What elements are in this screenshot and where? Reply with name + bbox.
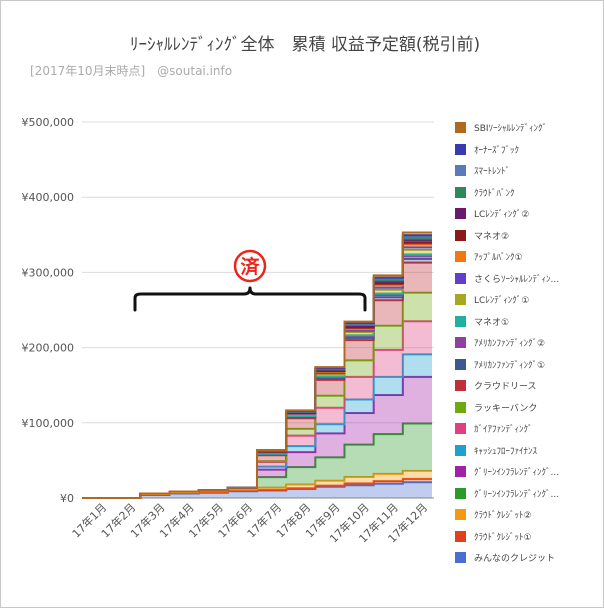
legend-swatch [455,251,466,263]
legend-swatch [455,444,466,456]
legend-item: ｸﾞﾘｰﾝｲﾝﾌﾗﾚﾝﾃﾞｨﾝｸﾞ... [455,461,600,483]
chart-subtitle: [2017年10月末時点] @soutai.info [30,64,233,78]
legend-item: ｱﾒﾘｶﾝﾌｧﾝﾃﾞｨﾝｸﾞ② [455,332,600,354]
y-tick-label: ¥100,000 [22,417,75,430]
legend-item: ｶﾞｲｱﾌｧﾝﾃﾞｨﾝｸﾞ [455,418,600,440]
legend-item: マネオ① [455,311,600,333]
legend-swatch [455,143,466,155]
legend-label: ｸﾞﾘｰﾝｲﾝﾌﾗﾚﾝﾃﾞｨﾝｸﾞ... [474,489,560,500]
legend-swatch [455,208,466,220]
legend-swatch [455,229,466,241]
legend-label: マネオ① [474,317,510,328]
legend-item: ｷｬｯｼｭﾌﾛｰﾌｧｲﾅﾝｽ [455,440,600,462]
legend-item: ｽﾏｰﾄﾚﾝﾄﾞ [455,160,600,182]
legend-swatch [455,165,466,177]
legend-item: ｸﾗｳﾄﾞｸﾚｼﾞｯﾄ① [455,526,600,548]
legend-label: SBIｿｰｼｬﾙﾚﾝﾃﾞｨﾝｸﾞ [474,124,548,135]
legend-label: みんなのクレジット [474,554,556,565]
legend-swatch [455,122,466,134]
legend-item: LCﾚﾝﾃﾞｨﾝｸﾞ② [455,203,600,225]
legend-item: ｱﾒﾘｶﾝﾌｧﾝﾃﾞｨﾝｸﾞ① [455,354,600,376]
bracket-annotation [133,286,367,312]
legend-item: ｸﾗｳﾄﾞﾊﾞﾝｸ [455,182,600,204]
legend-swatch [455,337,466,349]
legend-label: ｱﾒﾘｶﾝﾌｧﾝﾃﾞｨﾝｸﾞ① [474,360,546,371]
legend-item: ｸﾗｳﾄﾞｸﾚｼﾞｯﾄ② [455,504,600,526]
legend-swatch [455,552,466,564]
legend-item: マネオ② [455,225,600,247]
legend-label: マネオ② [474,231,510,242]
stamp-circle [233,249,267,283]
legend-swatch [455,530,466,542]
legend-label: LCﾚﾝﾃﾞｨﾝｸﾞ① [474,296,530,307]
legend-item: さくらｿｰｼｬﾙﾚﾝﾃﾞｨﾝ... [455,268,600,290]
y-tick-label: ¥500,000 [22,116,75,129]
legend-label: ｸﾗｳﾄﾞﾊﾞﾝｸ [474,188,515,199]
legend-swatch [455,487,466,499]
legend-swatch [455,466,466,478]
y-tick-label: ¥0 [60,492,74,505]
series-area-3 [82,423,432,498]
legend-swatch [455,509,466,521]
legend-label: LCﾚﾝﾃﾞｨﾝｸﾞ② [474,210,530,221]
y-tick-label: ¥200,000 [22,342,75,355]
chart-legend: SBIｿｰｼｬﾙﾚﾝﾃﾞｨﾝｸﾞ ｵｰﾅｰｽﾞﾌﾞｯｸ ｽﾏｰﾄﾚﾝﾄﾞ ｸﾗｳﾄﾞﾊ… [455,117,600,569]
legend-swatch [455,272,466,284]
legend-label: ラッキーバンク [474,403,538,414]
legend-label: ｱｯﾌﾟﾙﾊﾞﾝｸ① [474,253,523,264]
legend-item: クラウドリース [455,375,600,397]
series-line-20 [82,231,432,499]
y-tick-label: ¥300,000 [22,266,75,279]
legend-label: ｷｬｯｼｭﾌﾛｰﾌｧｲﾅﾝｽ [474,446,538,457]
y-tick-label: ¥400,000 [22,191,75,204]
legend-item: ｵｰﾅｰｽﾞﾌﾞｯｸ [455,139,600,161]
legend-swatch [455,401,466,413]
legend-item: SBIｿｰｼｬﾙﾚﾝﾃﾞｨﾝｸﾞ [455,117,600,139]
legend-item: LCﾚﾝﾃﾞｨﾝｸﾞ① [455,289,600,311]
legend-label: クラウドリース [474,382,537,393]
legend-label: ｸﾗｳﾄﾞｸﾚｼﾞｯﾄ① [474,532,532,543]
legend-label: ｽﾏｰﾄﾚﾝﾄﾞ [474,167,511,178]
legend-item: ｱｯﾌﾟﾙﾊﾞﾝｸ① [455,246,600,268]
legend-label: ｵｰﾅｰｽﾞﾌﾞｯｸ [474,145,520,156]
chart-title: ﾘｰｼｬﾙﾚﾝﾃﾞｨﾝｸﾞ全体 累積 収益予定額(税引前) [130,35,481,55]
stamp-text: 済 [240,255,260,278]
legend-swatch [455,294,466,306]
legend-swatch [455,380,466,392]
legend-label: ｶﾞｲｱﾌｧﾝﾃﾞｨﾝｸﾞ [474,425,533,436]
legend-label: さくらｿｰｼｬﾙﾚﾝﾃﾞｨﾝ... [474,274,560,285]
legend-label: ｸﾞﾘｰﾝｲﾝﾌﾗﾚﾝﾃﾞｨﾝｸﾞ... [474,468,560,479]
legend-item: ラッキーバンク [455,397,600,419]
legend-swatch [455,423,466,435]
legend-swatch [455,315,466,327]
legend-swatch [455,358,466,370]
legend-label: ｱﾒﾘｶﾝﾌｧﾝﾃﾞｨﾝｸﾞ② [474,339,546,350]
legend-swatch [455,186,466,198]
legend-label: ｸﾗｳﾄﾞｸﾚｼﾞｯﾄ② [474,511,532,522]
legend-item: ｸﾞﾘｰﾝｲﾝﾌﾗﾚﾝﾃﾞｨﾝｸﾞ... [455,483,600,505]
legend-item: みんなのクレジット [455,547,600,569]
